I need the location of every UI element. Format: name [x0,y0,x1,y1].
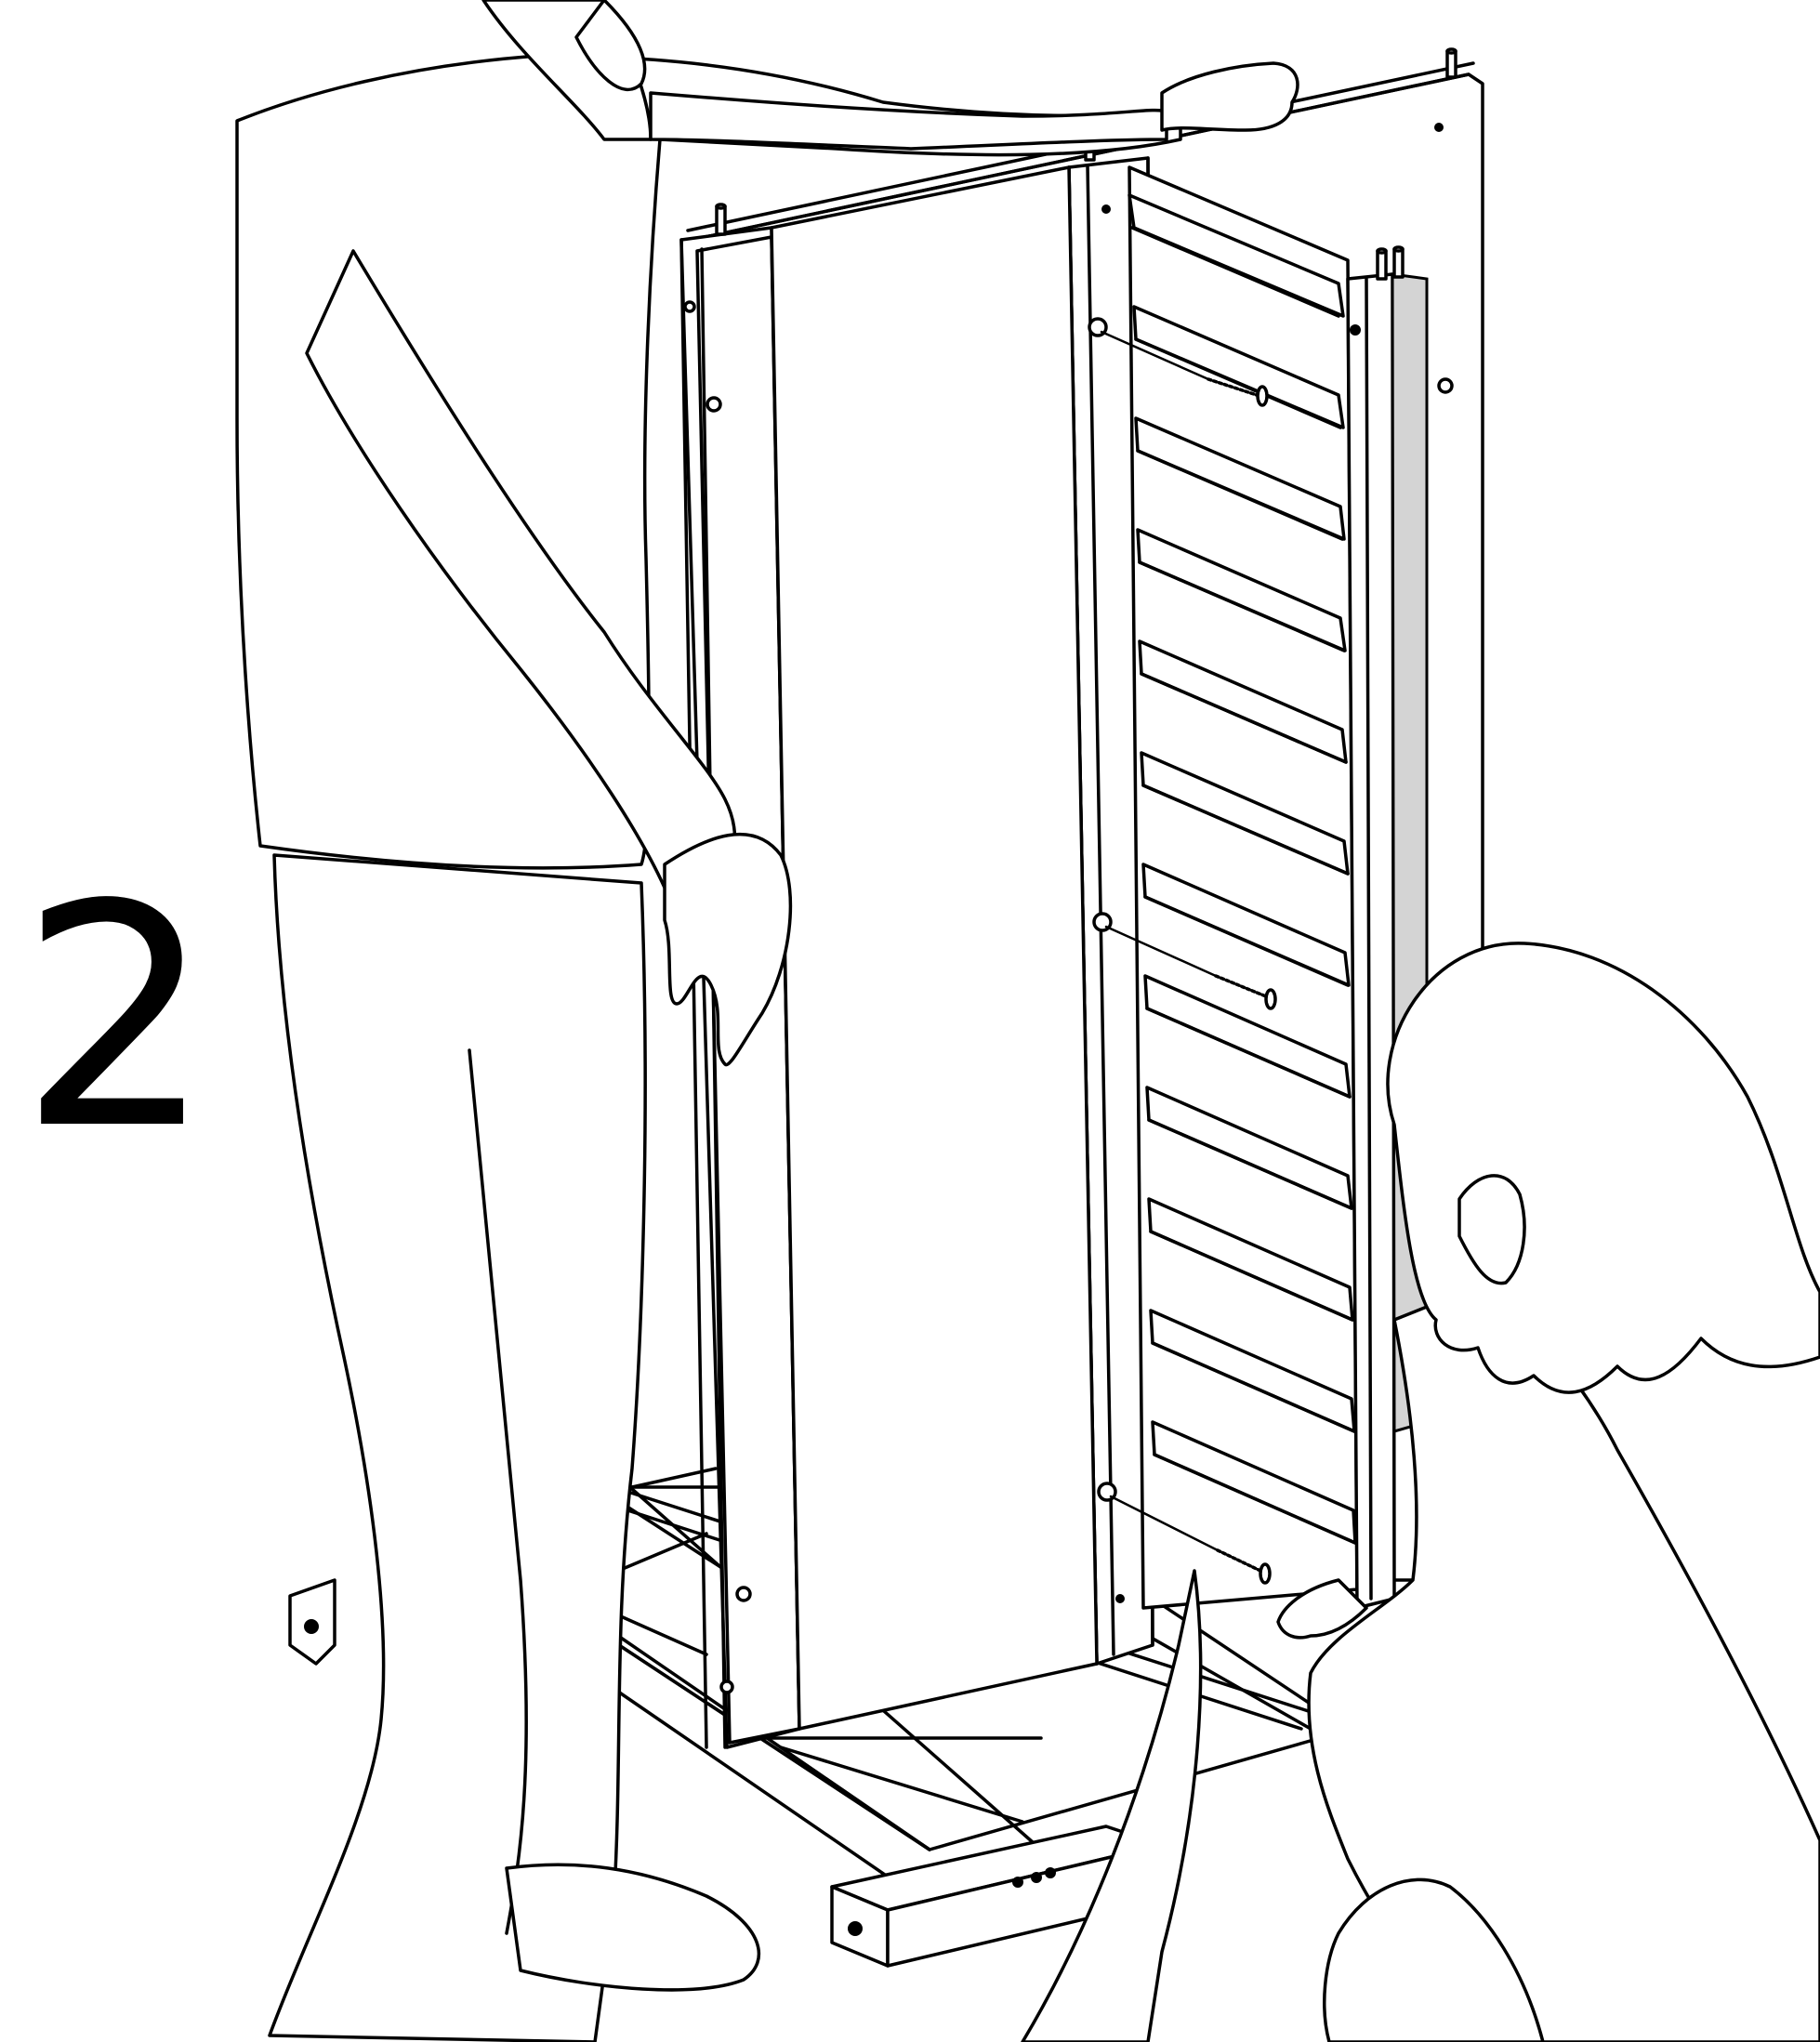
screw-icon [1088,317,1269,407]
wooden-dowel-icon [1376,247,1388,281]
slatted-panel [1128,165,1359,1610]
step-number: 2 [19,839,214,1196]
screws [1088,317,1277,1585]
slat [1134,416,1346,541]
slat [1128,193,1345,318]
wooden-dowel-icon [1392,245,1405,279]
corner-bracket [288,1578,336,1666]
dowel-hole [1012,1877,1023,1888]
large-panel [770,165,1099,1731]
adult-person-icon [235,0,1299,2042]
curved-arrow-icon [1021,1569,1203,2042]
beam-hole [848,1921,863,1936]
wooden-dowel-icon [715,203,727,236]
screw-icon [1097,1482,1272,1585]
slat [1132,305,1345,429]
wooden-dowel-icon [1445,47,1457,79]
front-beam [830,1825,1164,1968]
child-person-icon [1276,942,1820,2042]
dowel-hole [1031,1872,1042,1883]
dowel-hole [1045,1867,1056,1878]
screw-icon [1092,912,1277,1010]
